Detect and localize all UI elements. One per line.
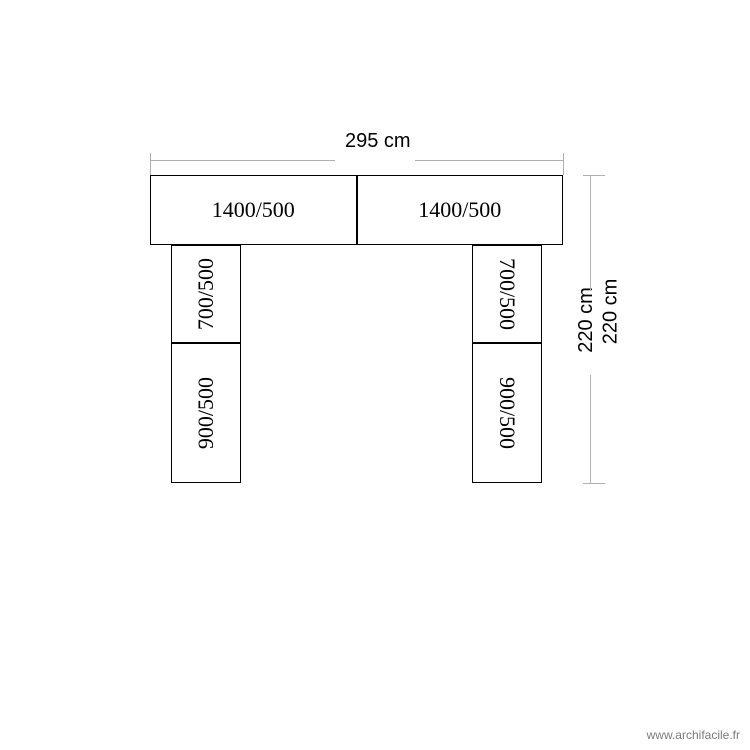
dimension-width-label: 295 cm	[345, 130, 411, 153]
box-right-upper: 700/500	[472, 245, 542, 343]
box-right-lower: 900/500	[472, 343, 542, 483]
watermark: www.archifacile.fr	[647, 728, 740, 742]
dimension-width-line-left	[150, 160, 335, 161]
box-left-upper: 700/500	[171, 245, 241, 343]
dimension-height-tick-bottom	[583, 483, 605, 484]
dimension-width-tick-right	[563, 153, 564, 175]
dimension-width-tick-left	[150, 153, 151, 175]
box-top-left-label: 1400/500	[212, 197, 295, 223]
dimension-height-line-upper	[590, 175, 591, 290]
box-top-left: 1400/500	[150, 175, 357, 245]
box-right-lower-label: 900/500	[494, 377, 520, 449]
dimension-height-line-lower	[590, 375, 591, 483]
dimension-height-label-wrap: 220 cm	[578, 300, 602, 380]
box-top-right-label: 1400/500	[418, 197, 501, 223]
dimension-height-tick-top	[583, 175, 605, 176]
box-right-upper-label: 700/500	[494, 258, 520, 330]
dimension-width-line-right	[415, 160, 563, 161]
box-left-upper-label: 700/500	[193, 258, 219, 330]
box-left-lower-label: 900/500	[193, 377, 219, 449]
box-top-right: 1400/500	[357, 175, 564, 245]
diagram-canvas: 295 cm 220 cm /* override for cleaner ve…	[0, 0, 750, 750]
box-left-lower: 900/500	[171, 343, 241, 483]
